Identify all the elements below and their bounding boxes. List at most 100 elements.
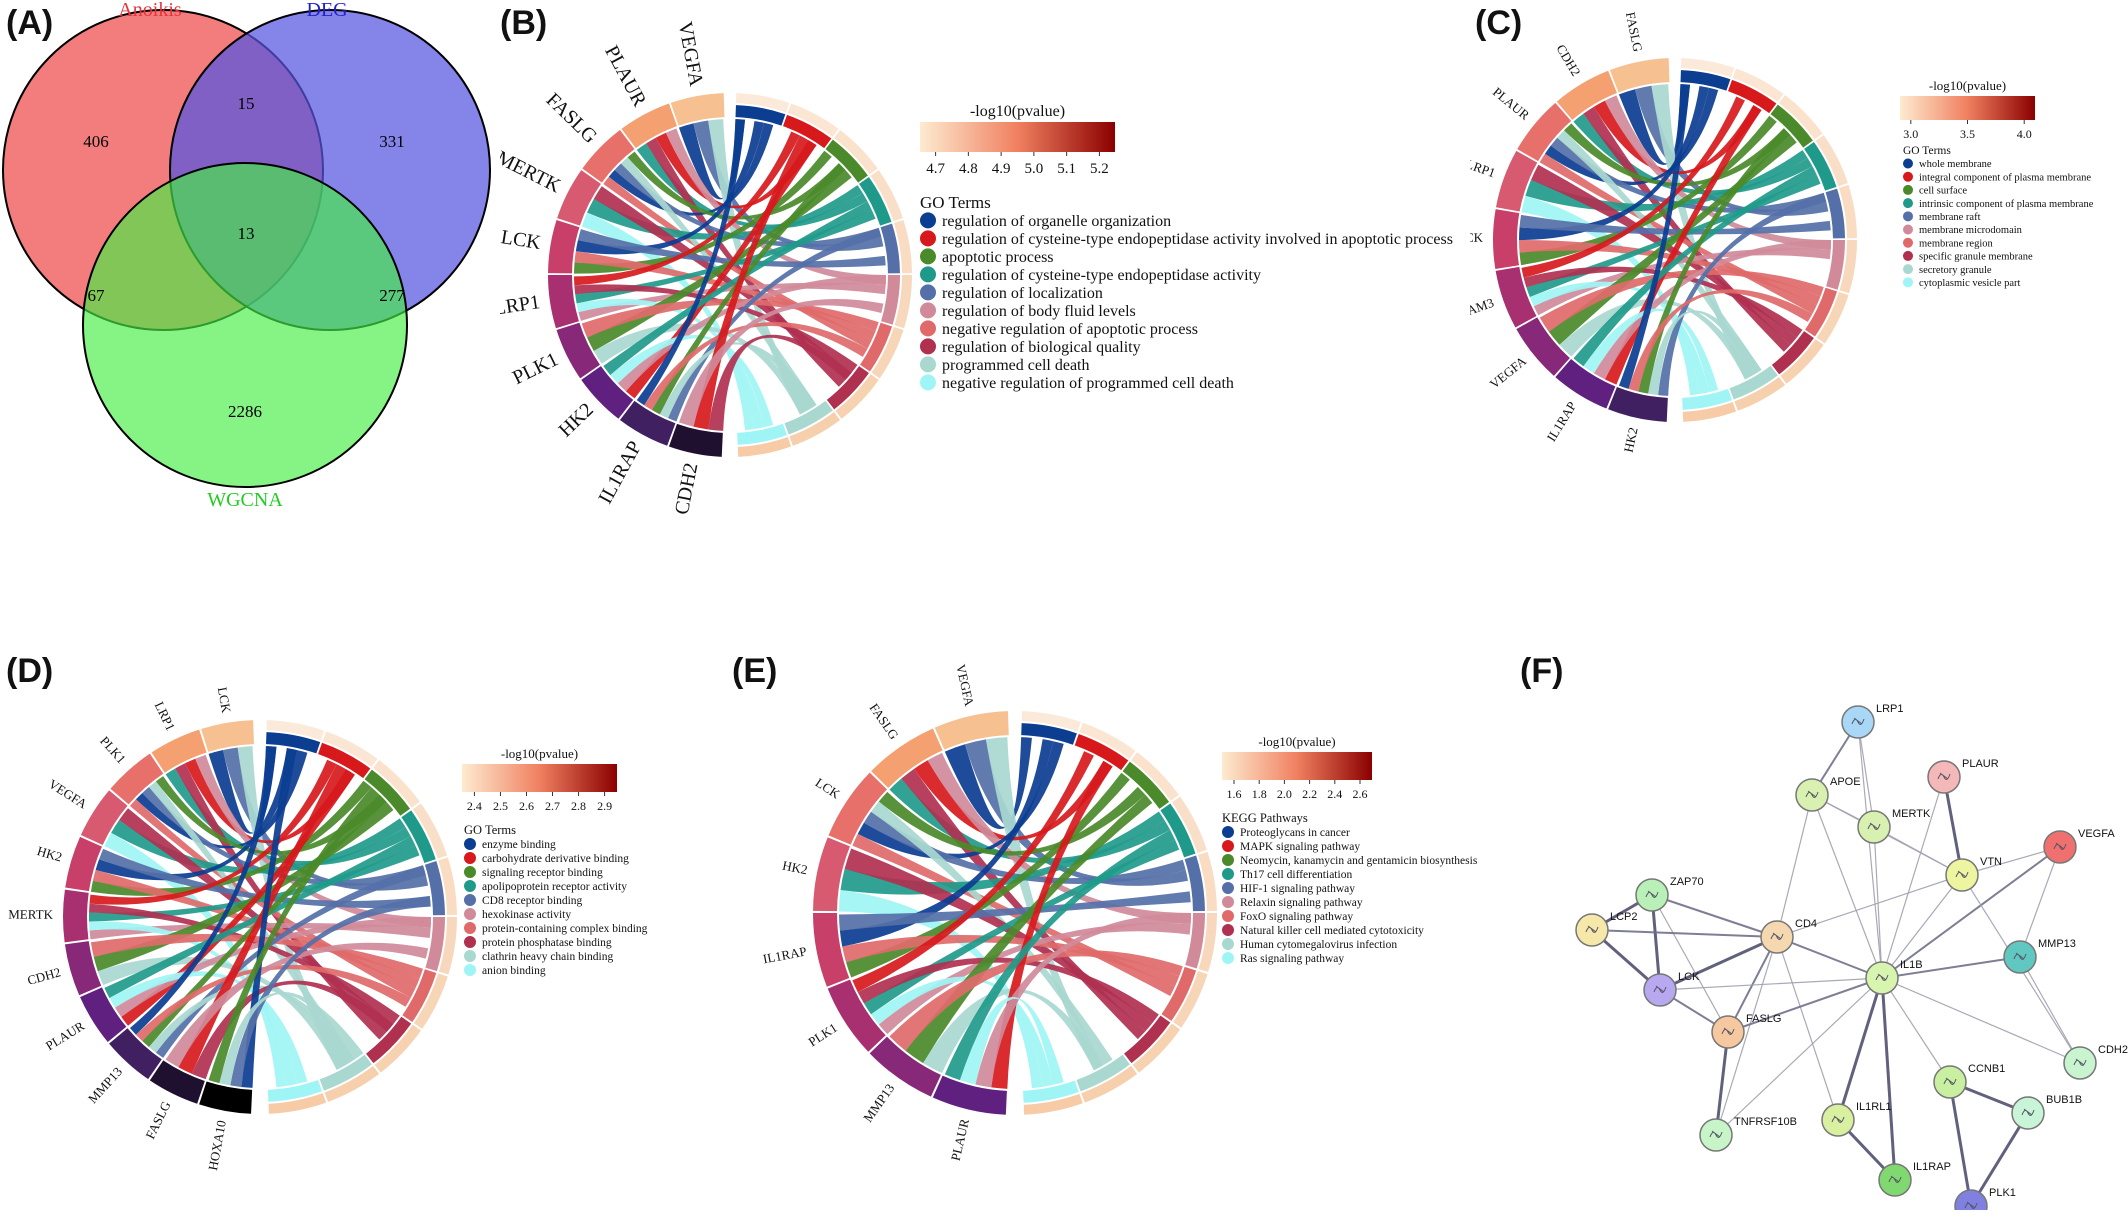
term-pvalue-arc (1778, 95, 1823, 140)
network-node[interactable]: LCK (1643, 971, 1700, 1007)
legend-swatch (1903, 158, 1913, 169)
chord-ribbon (636, 119, 746, 406)
term-arc (860, 322, 893, 372)
venn-label-wgcna: WGCNA (207, 489, 283, 511)
legend-swatch (1903, 264, 1913, 275)
scale-title: -log10(pvalue) (1258, 734, 1335, 749)
term-arc (735, 105, 786, 126)
network-node[interactable]: MERTK (1857, 808, 1931, 844)
legend-swatch (1222, 923, 1234, 936)
network-node[interactable]: IL1RAP (1878, 1161, 1951, 1197)
network-edge (1727, 977, 1883, 1033)
term-pvalue-arc (1732, 68, 1784, 102)
network-edge (1857, 721, 1875, 828)
chord-ribbon (944, 829, 1175, 1081)
chord-ribbon (92, 869, 420, 989)
gene-label: MMP13 (860, 1081, 897, 1125)
term-arc (1825, 188, 1845, 239)
network-node[interactable]: FASLG (1711, 1013, 1781, 1049)
term-arc (1124, 1015, 1171, 1064)
panel-label-e: (E) (732, 652, 778, 690)
chord-ribbon (165, 942, 429, 1068)
network-node[interactable]: CD4 (1760, 918, 1817, 954)
network-node[interactable]: VEGFA (2043, 828, 2115, 864)
gene-label: PLAUR (1490, 84, 1533, 123)
chord-ribbon (863, 839, 1180, 1015)
term-arc (1770, 104, 1813, 148)
term-arc (880, 223, 900, 274)
network-node-circle[interactable] (1954, 1189, 1988, 1210)
term-arc (267, 1079, 323, 1102)
term-pvalue-arc (1839, 240, 1857, 294)
chord-ribbon (1618, 84, 1691, 165)
network-node[interactable]: VTN (1945, 856, 2002, 892)
network-node[interactable]: BUB1B (2011, 1094, 2082, 1130)
gene-label: MERTK (500, 147, 565, 198)
gene-label: LRP1 (152, 699, 179, 733)
network-node[interactable]: LRP1 (1841, 703, 1904, 739)
legend-title: KEGG Pathways (1222, 811, 1308, 825)
gene-label: VEGFA (46, 776, 90, 812)
chord-ribbon (1525, 150, 1808, 212)
network-node[interactable]: MMP13 (2003, 938, 2076, 974)
network-node[interactable]: APOE (1795, 776, 1861, 812)
chord-ribbon (603, 176, 872, 349)
gene-arc (556, 322, 600, 379)
legend-swatch (1903, 184, 1913, 195)
term-pvalue-arc (438, 857, 457, 916)
network-node[interactable]: CCNB1 (1933, 1063, 2005, 1099)
network-node[interactable]: LCP2 (1575, 911, 1638, 947)
network-node[interactable]: IL1RL1 (1821, 1101, 1891, 1137)
gene-label: PLK1 (806, 1020, 840, 1049)
chord-diagram-c: FASLG CDH2 PLAUR LRP1 LCK CEACAM3 VEGFA IL1RAP H… (1470, 11, 2094, 454)
term-pvalue-arc (1023, 1093, 1083, 1115)
protein-structure-icon (2013, 952, 2027, 960)
gene-arc (548, 275, 579, 329)
scale-tick: 2.5 (493, 799, 508, 813)
network-edge (1591, 929, 1778, 938)
network-edge (1881, 977, 2081, 1064)
network-edge (1776, 874, 1963, 938)
network-edge (1715, 936, 1778, 1136)
term-arc (318, 742, 371, 779)
network-node[interactable]: PLK1 (1954, 1187, 2016, 1210)
legend-item: membrane raft (1919, 212, 1981, 223)
term-pvalue-arc (736, 93, 790, 113)
scale-tick: 2.8 (571, 799, 586, 813)
term-arc (783, 114, 832, 149)
legend-item: whole membrane (1919, 159, 1992, 170)
chord-ribbon (1658, 192, 1827, 396)
network-node-label: IL1RL1 (1856, 1101, 1891, 1113)
gene-arc (813, 913, 850, 987)
chord-ribbon (905, 794, 1153, 1064)
legend-item: carbohydrate derivative binding (482, 853, 629, 865)
legend-item: enzyme binding (482, 839, 556, 851)
chord-ribbon (1593, 100, 1762, 175)
term-arc (425, 917, 445, 972)
term-pvalue-arc (413, 973, 448, 1029)
legend-item: Relaxin signaling pathway (1240, 897, 1363, 909)
gene-arc (581, 366, 634, 419)
legend-item: Neomycin, kanamycin and gentamicin biosy… (1240, 855, 1478, 867)
legend-swatch (920, 356, 936, 373)
scale-tick: 5.2 (1090, 161, 1109, 177)
gene-arc (62, 889, 89, 943)
panel-label-d: (D) (6, 652, 54, 690)
gene-arc (110, 753, 164, 805)
chord-ribbon (923, 988, 1104, 1074)
network-node[interactable]: CDH2 (2063, 1044, 2128, 1080)
scale-tick: 2.4 (1327, 787, 1342, 801)
term-arc (1074, 734, 1129, 771)
gene-arc (1495, 266, 1537, 328)
chord-ribbon (155, 776, 387, 855)
network-node[interactable]: TNFRSF10B (1699, 1116, 1797, 1152)
network-edge (1881, 956, 2021, 979)
network-node[interactable]: ZAP70 (1635, 876, 1704, 912)
legend-item: anion binding (482, 965, 546, 977)
gene-arc (619, 400, 676, 446)
ppi-network: LRP1 PLAUR APOE MERTK VEGFA VTN ZAP70 LCP2 CD4 LC… (1575, 703, 2128, 1210)
network-node[interactable]: PLAUR (1927, 758, 1999, 794)
network-node-label: VTN (1980, 856, 2002, 868)
term-pvalue-arc (1816, 292, 1849, 344)
network-node[interactable]: IL1B (1865, 959, 1923, 995)
